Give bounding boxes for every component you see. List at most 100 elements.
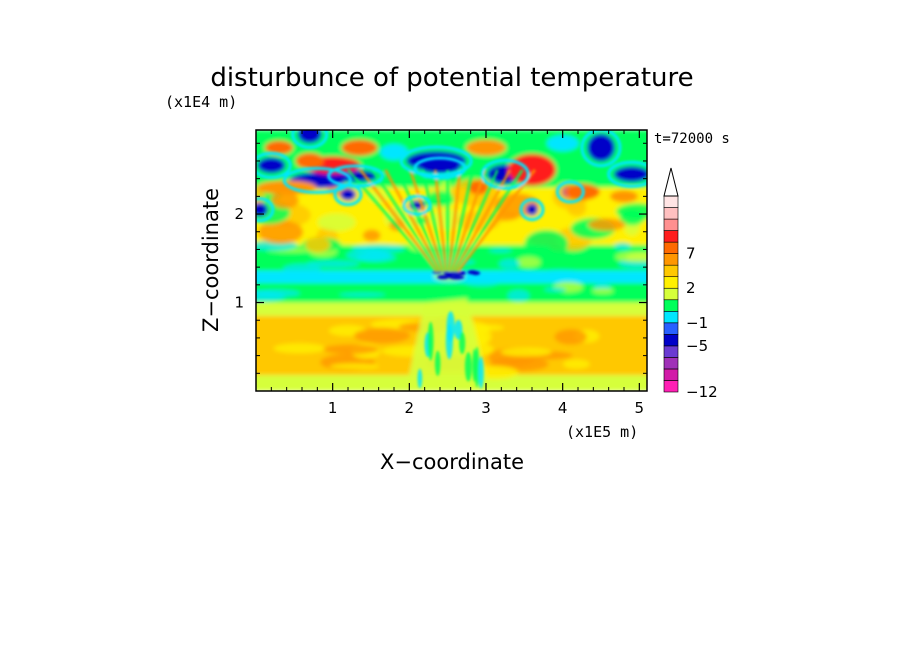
colorbar-swatch — [663, 357, 679, 370]
lower-blob — [273, 343, 326, 354]
x-tick-label: 2 — [405, 399, 415, 417]
time-label: t=72000 s — [654, 131, 730, 147]
wave-ray — [456, 168, 537, 273]
blob-halo — [413, 156, 467, 180]
x-tick-label: 5 — [635, 399, 645, 417]
plume-streak — [459, 332, 466, 355]
heatmap-field — [256, 130, 647, 391]
wave-ray — [452, 169, 499, 273]
colorbar-label: 7 — [686, 245, 696, 263]
mid-blob — [488, 248, 513, 253]
mid-blob — [256, 291, 286, 302]
mid-warm-blob — [615, 203, 647, 220]
colorbar-swatch — [663, 264, 679, 278]
mid-warm-blob — [270, 191, 299, 209]
mid-blob — [613, 242, 632, 251]
lower-blob — [500, 347, 552, 357]
mid-blob — [490, 270, 544, 278]
colorbar-swatch — [663, 322, 679, 335]
wave-ray — [359, 168, 439, 273]
mid-blob — [464, 278, 499, 287]
mid-warm-blob — [587, 218, 626, 231]
colorbar-swatch — [663, 276, 679, 289]
plume-streak — [434, 350, 441, 376]
mid-blob — [282, 263, 321, 274]
wave-ray — [371, 168, 441, 273]
x-tick-label: 4 — [558, 399, 568, 417]
colorbar-swatch — [663, 380, 679, 393]
plume-streak — [427, 321, 434, 361]
colorbar-label: 2 — [686, 279, 696, 297]
colorbar-swatch — [663, 230, 679, 243]
upper-blob — [341, 139, 378, 156]
upper-blob — [466, 139, 506, 156]
upper-blob — [340, 188, 356, 201]
x-axis: 1 2 3 4 5 — [270, 130, 645, 417]
upper-blob — [613, 166, 647, 183]
lower-blob — [470, 324, 505, 331]
x-unit-label: (x1E5 m) — [566, 423, 638, 441]
plume-streak — [417, 368, 423, 389]
plot-frame — [255, 129, 648, 392]
blob-halo — [580, 130, 622, 168]
blue-streak — [448, 275, 465, 280]
colorbar-label: −12 — [686, 383, 718, 401]
colorbar-swatch — [663, 368, 679, 381]
upper-blob — [265, 140, 293, 155]
upper-blob — [610, 190, 638, 203]
blob-halo — [282, 166, 352, 194]
upper-blob — [257, 157, 286, 174]
colorbar-label: −1 — [686, 314, 708, 332]
band-green-low — [256, 283, 647, 303]
colorbar-swatch — [663, 345, 679, 358]
x-axis-label: X−coordinate — [380, 450, 524, 474]
wave-ray — [447, 169, 462, 272]
colorbar: 7 2 −1 −5 −12 — [663, 167, 718, 401]
upper-blob — [295, 152, 324, 169]
mid-blob — [498, 258, 521, 270]
wave-ray — [433, 169, 448, 272]
wave-ray — [449, 169, 475, 272]
y-unit-label: (x1E4 m) — [165, 93, 237, 111]
plume-streak — [474, 346, 480, 388]
upper-blob — [587, 133, 615, 162]
mid-warm-blob — [256, 186, 265, 207]
mid-warm-blob — [524, 229, 569, 258]
mid-blob — [306, 260, 360, 268]
y-tick-label: 2 — [234, 205, 244, 223]
chart-title: disturbunce of potential temperature — [210, 63, 693, 93]
mid-blob — [338, 292, 386, 297]
colorbar-label: −5 — [686, 337, 708, 355]
plume-streak — [445, 323, 453, 360]
lower-blob — [353, 327, 411, 344]
mid-blob — [592, 288, 614, 294]
blob-halo — [327, 164, 385, 188]
colorbar-extend-arrow — [663, 167, 679, 197]
lower-blob — [554, 329, 587, 345]
blue-streak — [471, 271, 481, 276]
wave-ray — [396, 169, 444, 273]
wave-ray — [450, 169, 487, 273]
upper-blob — [380, 144, 408, 161]
upper-blob — [297, 130, 322, 144]
mid-warm-blob — [257, 220, 304, 244]
blob-halo — [256, 151, 292, 179]
plume-streak — [464, 352, 472, 382]
colorbar-swatch — [663, 287, 679, 301]
blob-halo — [480, 158, 530, 190]
wave-ray — [421, 169, 447, 272]
blob-halo — [555, 180, 585, 204]
x-tick-label: 3 — [481, 399, 491, 417]
colorbar-swatch — [663, 334, 679, 347]
upper-blob — [420, 162, 460, 175]
colorbar-swatch — [663, 218, 679, 231]
plume-streak — [478, 356, 484, 389]
upper-blob — [256, 202, 268, 217]
upper-blob — [546, 135, 579, 152]
mid-blob — [507, 289, 530, 302]
y-axis-label: Z−coordinate — [199, 188, 223, 332]
lower-blob — [323, 344, 379, 355]
blob-halo — [256, 197, 275, 223]
y-tick-label: 1 — [234, 294, 244, 312]
